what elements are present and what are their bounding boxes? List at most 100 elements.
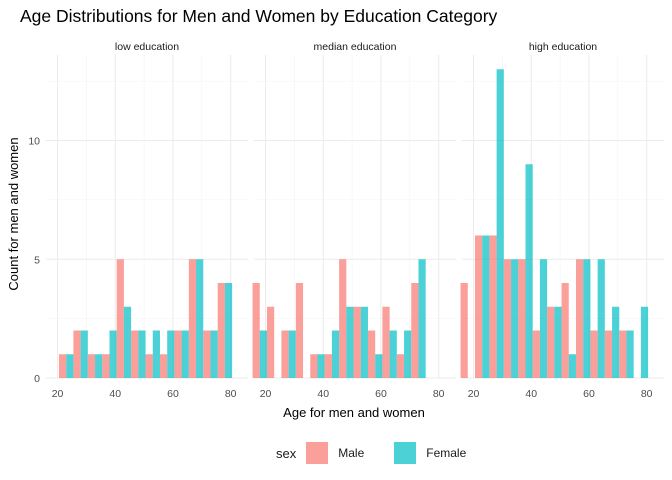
bar-female: [404, 330, 412, 378]
bar-female: [181, 330, 189, 378]
bar-female: [167, 330, 175, 378]
chart-title: Age Distributions for Men and Women by E…: [20, 6, 498, 26]
bar-male: [590, 330, 598, 378]
y-tick-label: 0: [34, 373, 40, 385]
bar-male: [252, 283, 260, 378]
x-tick-label: 60: [167, 388, 179, 400]
bar-female: [389, 330, 397, 378]
bar-female: [288, 330, 296, 378]
facet-strip-label: high education: [529, 41, 597, 53]
bar-male: [474, 235, 483, 378]
x-tick-label: 20: [52, 388, 64, 400]
legend-key-female: [394, 442, 417, 464]
facet-panel: low education 20 40 60 80: [46, 41, 248, 400]
bar-male: [396, 354, 405, 378]
bar-male: [460, 283, 468, 378]
bar-female: [626, 330, 634, 378]
bar-female: [511, 259, 519, 378]
bar-female: [317, 354, 325, 378]
bar-female: [196, 259, 204, 378]
y-tick-label: 5: [34, 254, 40, 266]
bar-female: [210, 330, 218, 378]
bar-male: [58, 354, 67, 378]
bar-female: [331, 330, 340, 378]
bar-female: [554, 306, 562, 378]
legend-label-male: Male: [338, 446, 365, 460]
bar-female: [539, 259, 548, 378]
bar-female: [612, 306, 620, 378]
x-tick-label: 60: [375, 388, 387, 400]
bar-male: [604, 330, 613, 378]
bar-male: [547, 306, 555, 378]
bar-female: [259, 330, 267, 378]
bar-male: [203, 330, 211, 378]
bar-male: [87, 354, 96, 378]
bar-male: [217, 283, 225, 378]
legend-key-male: [306, 442, 329, 464]
bar-male: [295, 283, 304, 378]
bar-female: [123, 306, 132, 378]
bar-male: [116, 259, 124, 378]
facet-strip-label: low education: [115, 41, 179, 53]
bar-female: [138, 330, 146, 378]
bar-female: [152, 330, 160, 378]
bar-female: [597, 259, 605, 378]
bar-male: [188, 259, 197, 378]
x-tick-label: 40: [317, 388, 329, 400]
bar-female: [496, 69, 504, 378]
bar-male: [353, 306, 361, 378]
bar-male: [324, 354, 332, 378]
bar-male: [532, 330, 540, 378]
x-axis-title: Age for men and women: [283, 405, 425, 420]
x-tick-label: 60: [583, 388, 595, 400]
x-tick-label: 20: [468, 388, 480, 400]
bar-male: [310, 354, 318, 378]
bar-female: [568, 354, 576, 378]
bar-female: [346, 306, 354, 378]
bar-female: [66, 354, 74, 378]
y-tick-label: 10: [28, 136, 40, 148]
bar-male: [102, 354, 110, 378]
facet-panel: high education 20 40 60 80: [460, 41, 664, 400]
bar-male: [518, 259, 526, 378]
bar-female: [224, 283, 233, 378]
x-tick-label: 40: [525, 388, 537, 400]
bar-female: [109, 330, 117, 378]
bar-male: [266, 306, 275, 378]
bar-male: [131, 330, 139, 378]
bar-female: [525, 164, 533, 378]
bar-male: [159, 354, 168, 378]
bar-female: [80, 330, 88, 378]
bar-male: [339, 259, 347, 378]
x-tick-label: 40: [109, 388, 121, 400]
bar-male: [281, 330, 289, 378]
bar-male: [411, 283, 419, 378]
bar-male: [367, 330, 376, 378]
y-axis-title: Count for men and women: [6, 137, 21, 290]
bar-male: [174, 330, 182, 378]
bar-female: [375, 354, 383, 378]
legend-label-female: Female: [426, 446, 467, 460]
bar-female: [640, 306, 649, 378]
bar-male: [503, 259, 512, 378]
bar-female: [418, 259, 426, 378]
x-tick-label: 20: [260, 388, 272, 400]
x-tick-label: 80: [225, 388, 237, 400]
bar-male: [73, 330, 81, 378]
bar-male: [145, 354, 153, 378]
bar-male: [575, 259, 584, 378]
bar-female: [482, 235, 490, 378]
bar-male: [561, 283, 569, 378]
legend-title: sex: [276, 445, 297, 461]
x-tick-label: 80: [433, 388, 445, 400]
bar-female: [583, 259, 591, 378]
x-tick-label: 80: [641, 388, 653, 400]
bar-male: [489, 235, 497, 378]
facet-panel: median education 20 40 60 80: [252, 41, 456, 400]
legend: sex Male Female: [276, 441, 496, 465]
bar-female: [95, 354, 103, 378]
bar-male: [619, 330, 627, 378]
facet-strip-label: median education: [314, 41, 397, 53]
